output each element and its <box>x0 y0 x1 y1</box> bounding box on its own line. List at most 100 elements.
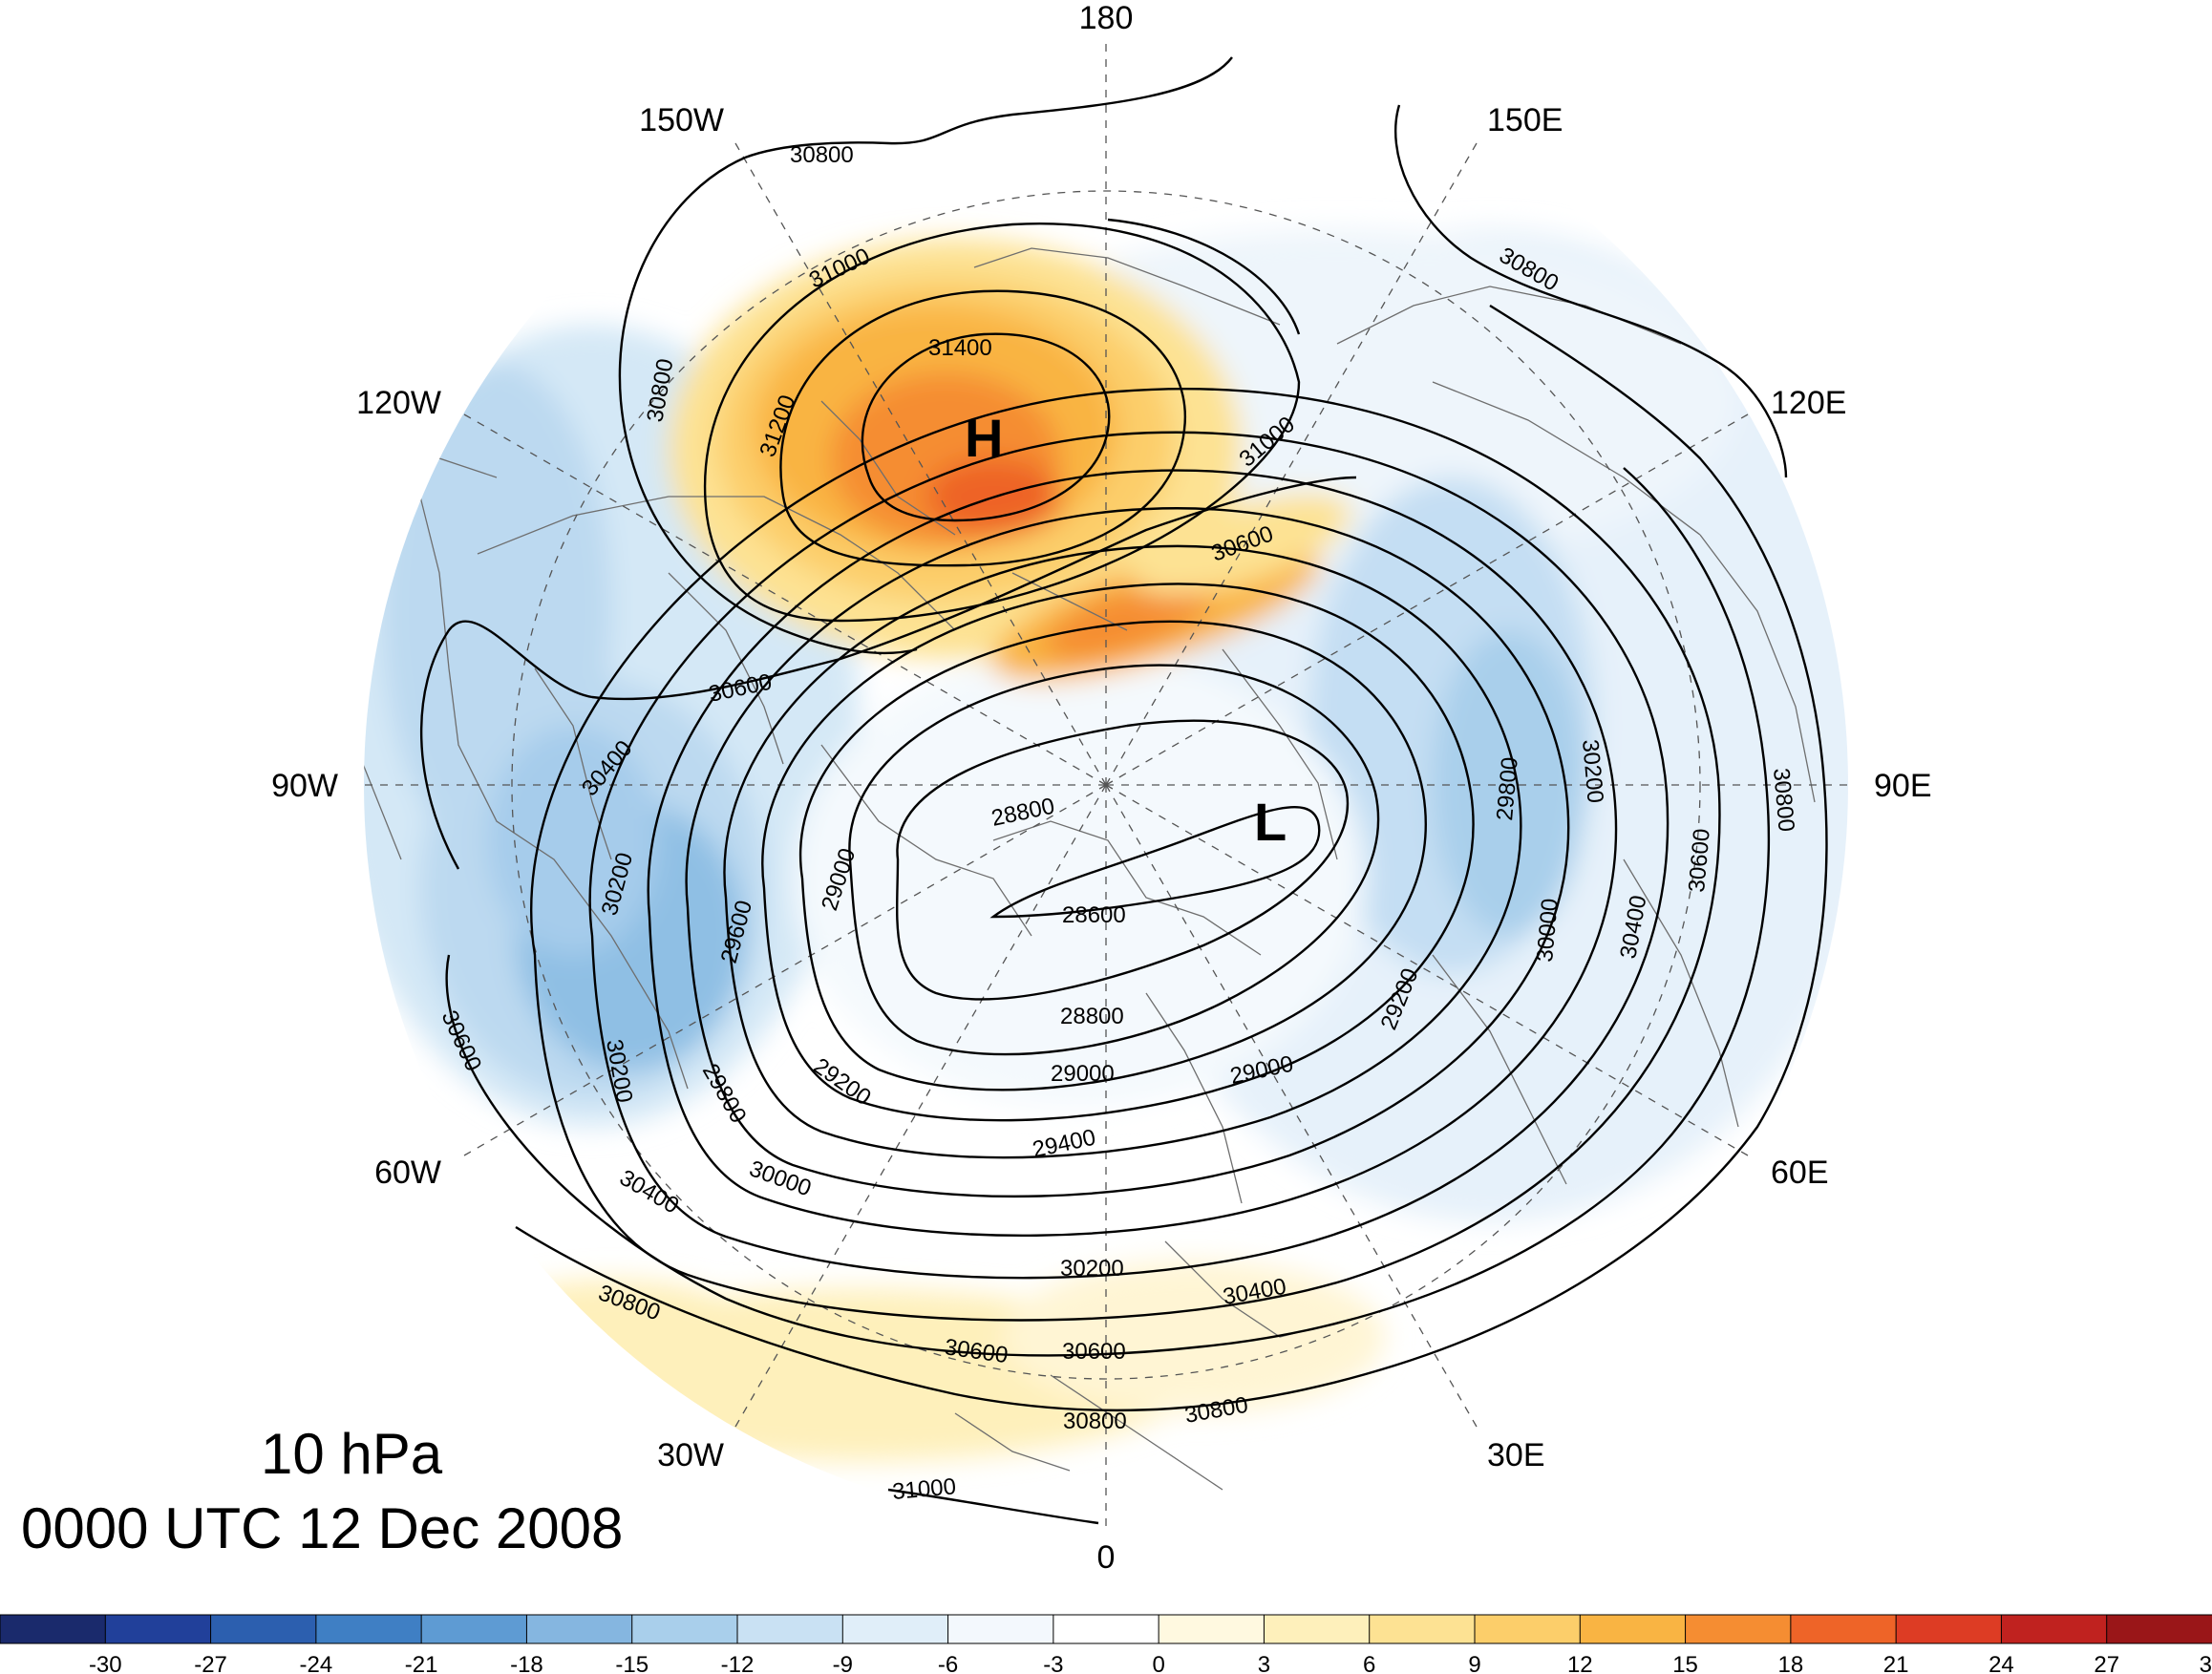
contour-label: 30800 <box>790 142 854 168</box>
contour-30200 <box>588 431 1670 1280</box>
colorbar-tick-label: -15 <box>615 1652 649 1674</box>
contour-label: 29800 <box>697 1060 752 1128</box>
coastlines <box>364 247 1816 1491</box>
colorbar-swatch <box>2000 1614 2108 1644</box>
contour-28800 <box>895 719 1350 1001</box>
lon-label-30w: 30W <box>657 1437 724 1473</box>
colorbar-swatch <box>631 1614 739 1644</box>
contour-29800 <box>685 507 1570 1198</box>
colorbar-tick-label: 30 <box>2200 1652 2212 1674</box>
colorbar-tick-label: -6 <box>938 1652 958 1674</box>
contour-29600 <box>723 544 1522 1159</box>
height-contours <box>419 56 1828 1525</box>
contour-31000 <box>704 222 1301 623</box>
colorbar-tick-label: 6 <box>1363 1652 1375 1674</box>
colorbar-swatch <box>1263 1614 1371 1644</box>
colorbar-tick-label: -21 <box>405 1652 438 1674</box>
lon-label-120w: 120W <box>356 385 441 421</box>
contour-29200 <box>799 620 1427 1091</box>
colorbar-ticks: -30 -27 -24 -21 -18 -15 -12 -9 -6 -3 0 3 6 9 12 15 18 21 2… <box>89 1652 2212 1674</box>
contour-label: 29000 <box>1051 1061 1115 1087</box>
plot-title-level: 10 hPa <box>261 1422 443 1486</box>
plot-title-time: 0000 UTC 12 Dec 2008 <box>21 1496 624 1560</box>
lon-label-90w: 90W <box>271 768 338 804</box>
contour-label: 28800 <box>1060 1004 1124 1029</box>
colorbar-swatch <box>1369 1614 1476 1644</box>
colorbar-swatch <box>525 1614 633 1644</box>
colorbar-swatch <box>420 1614 528 1644</box>
contour-30600-west <box>419 476 1357 870</box>
colorbar-tick-label: 18 <box>1778 1652 1804 1674</box>
lon-label-180: 180 <box>1079 0 1134 36</box>
colorbar-tick-label: 21 <box>1883 1652 1909 1674</box>
colorbar-swatch <box>1685 1614 1792 1644</box>
colorbar-tick-label: 9 <box>1468 1652 1480 1674</box>
colorbar-swatch <box>1790 1614 1898 1644</box>
colorbar-swatch <box>947 1614 1054 1644</box>
colorbar-tick-label: 15 <box>1672 1652 1698 1674</box>
contour-label: 31400 <box>928 335 992 361</box>
contour-31000-south <box>887 1488 1099 1525</box>
lon-label-150w: 150W <box>639 102 724 138</box>
anomaly-shading <box>364 229 1848 1461</box>
contour-30400 <box>530 388 1721 1322</box>
contour-label: 30800 <box>1768 767 1799 833</box>
high-center-label: H <box>965 408 1003 468</box>
contour-30800-hi-east <box>1107 218 1301 335</box>
lon-label-120e: 120E <box>1771 385 1846 421</box>
colorbar-swatch <box>104 1614 212 1644</box>
colorbar-swatch <box>736 1614 844 1644</box>
colorbar-swatch <box>1579 1614 1687 1644</box>
contour-label: 30600 <box>1062 1339 1126 1365</box>
colorbar-tick-label: -3 <box>1043 1652 1063 1674</box>
lon-label-150e: 150E <box>1487 102 1563 138</box>
lon-label-90e: 90E <box>1874 768 1932 804</box>
colorbar-swatch <box>2106 1614 2212 1644</box>
colorbar-tick-label: 3 <box>1258 1652 1270 1674</box>
contour-30600-south <box>445 467 1770 1357</box>
colorbar-tick-label: -18 <box>510 1652 543 1674</box>
colorbar <box>0 1614 2212 1644</box>
colorbar-swatch <box>0 1614 107 1644</box>
contour-label: 30200 <box>1577 738 1608 804</box>
contour-30800-west <box>618 156 918 655</box>
contour-label: 30800 <box>1063 1409 1127 1434</box>
contour-30000 <box>647 469 1618 1238</box>
contour-31200 <box>779 289 1187 567</box>
colorbar-swatch <box>1158 1614 1266 1644</box>
colorbar-tick-label: 0 <box>1152 1652 1164 1674</box>
contour-29000 <box>848 664 1380 1056</box>
contour-28600 <box>989 805 1321 919</box>
colorbar-swatch <box>1895 1614 2003 1644</box>
graticule <box>364 43 1848 1527</box>
lon-label-60e: 60E <box>1771 1155 1829 1191</box>
contour-30800-south <box>515 304 1828 1412</box>
contour-31400 <box>861 332 1111 522</box>
contour-label: 29400 <box>1031 1125 1098 1163</box>
colorbar-tick-label: -27 <box>194 1652 227 1674</box>
longitude-labels: 180 150E 120E 90E 60E 30E 0 30W 60W 90W … <box>271 0 1931 1576</box>
colorbar-swatch <box>315 1614 423 1644</box>
contour-30800-east <box>1394 104 1788 478</box>
low-center-label: L <box>1254 792 1287 852</box>
colorbar-tick-label: 24 <box>1989 1652 2014 1674</box>
colorbar-swatch <box>210 1614 317 1644</box>
colorbar-tick-label: -12 <box>721 1652 755 1674</box>
contour-label: 29800 <box>1492 756 1523 822</box>
colorbar-tick-label: -9 <box>833 1652 853 1674</box>
colorbar-tick-label: -30 <box>89 1652 122 1674</box>
colorbar-swatch <box>1053 1614 1160 1644</box>
lon-label-30e: 30E <box>1487 1437 1545 1473</box>
lon-label-60w: 60W <box>374 1155 441 1191</box>
contour-label: 28600 <box>1062 902 1126 928</box>
colorbar-swatch <box>1474 1614 1582 1644</box>
colorbar-tick-label: -24 <box>300 1652 333 1674</box>
colorbar-swatch <box>841 1614 949 1644</box>
colorbar-tick-label: 12 <box>1567 1652 1593 1674</box>
contour-label: 31000 <box>891 1473 957 1505</box>
contour-30800-top <box>744 56 1233 159</box>
contour-label: 30000 <box>1532 898 1563 964</box>
colorbar-tick-label: 27 <box>2094 1652 2119 1674</box>
lon-label-0: 0 <box>1097 1539 1116 1576</box>
